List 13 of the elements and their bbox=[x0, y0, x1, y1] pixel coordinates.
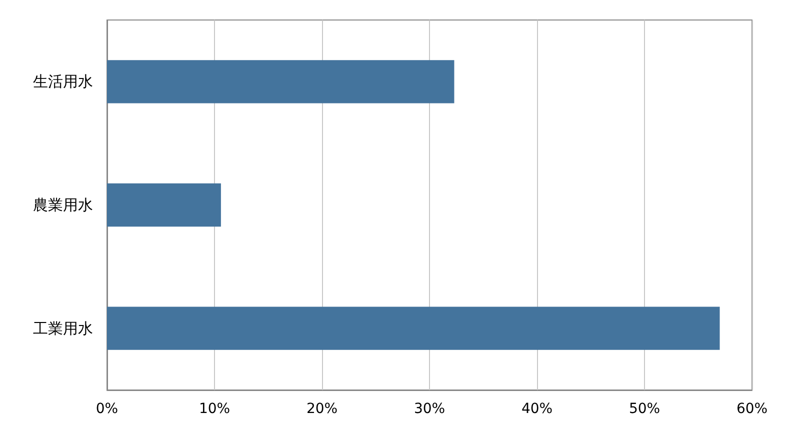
x-tick-label: 40% bbox=[521, 401, 553, 417]
bar bbox=[107, 60, 454, 104]
x-tick-label: 20% bbox=[306, 401, 338, 417]
x-tick-label: 30% bbox=[414, 401, 446, 417]
x-tick-label: 0% bbox=[96, 401, 118, 417]
bar bbox=[107, 183, 221, 227]
x-tick-label: 10% bbox=[198, 401, 230, 417]
y-tick-label: 生活用水 bbox=[33, 72, 93, 91]
bar bbox=[107, 306, 720, 350]
y-tick-label: 工業用水 bbox=[33, 319, 93, 338]
y-tick-label: 農業用水 bbox=[33, 196, 93, 214]
x-tick-label: 60% bbox=[736, 401, 768, 417]
x-tick-label: 50% bbox=[628, 401, 660, 417]
